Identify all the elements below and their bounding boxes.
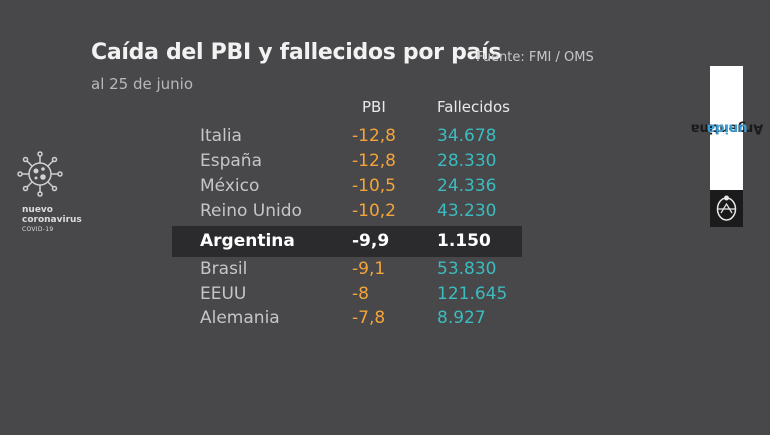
national-seal-icon	[716, 195, 737, 221]
deaths-value: 8.927	[437, 308, 486, 328]
table-row: Brasil -9,1 53.830	[0, 258, 770, 284]
deaths-value: 34.678	[437, 126, 497, 146]
highlight-bar	[172, 226, 522, 257]
source-note: Fuente: FMI / OMS	[476, 50, 594, 65]
country-name: Reino Unido	[200, 201, 302, 221]
table-row: España -12,8 28.330	[0, 150, 770, 176]
pbi-value: -9,1	[352, 259, 386, 279]
deaths-value: 1.150	[437, 231, 491, 251]
country-name: Alemania	[200, 308, 280, 328]
country-name: España	[200, 151, 262, 171]
pbi-value: -10,5	[352, 176, 396, 196]
date-subtitle: al 25 de junio	[91, 75, 194, 93]
table-row: EEUU -8 121.645	[0, 283, 770, 309]
country-name: Brasil	[200, 259, 248, 279]
deaths-value: 121.645	[437, 284, 508, 304]
deaths-value: 53.830	[437, 259, 497, 279]
table-row: Italia -12,8 34.678	[0, 125, 770, 151]
table-row: Reino Unido -10,2 43.230	[0, 200, 770, 226]
table-row-highlighted: Argentina -9,9 1.150	[0, 226, 770, 257]
brand-seal-area	[710, 190, 743, 227]
table-row: Alemania -7,8 8.927	[0, 307, 770, 333]
brand-word-unida: unida	[705, 120, 748, 136]
column-header-pbi: PBI	[362, 98, 386, 116]
column-header-fallecidos: Fallecidos	[437, 98, 510, 116]
table-row: México -10,5 24.336	[0, 175, 770, 201]
virus-label-line2: coronavirus	[22, 215, 82, 225]
pbi-value: -12,8	[352, 126, 396, 146]
virus-label-line3: COVID-19	[22, 226, 54, 233]
brand-logo: Argentina unida	[690, 66, 763, 190]
country-name: Argentina	[200, 231, 295, 251]
brand-badge: Argentina unida	[690, 66, 763, 227]
pbi-value: -7,8	[352, 308, 386, 328]
deaths-value: 24.336	[437, 176, 497, 196]
pbi-value: -10,2	[352, 201, 396, 221]
country-name: EEUU	[200, 284, 247, 304]
pbi-value: -8	[352, 284, 369, 304]
country-name: México	[200, 176, 260, 196]
deaths-value: 28.330	[437, 151, 497, 171]
country-name: Italia	[200, 126, 242, 146]
pbi-value: -12,8	[352, 151, 396, 171]
pbi-value: -9,9	[352, 231, 390, 251]
virus-label-line1: nuevo	[22, 205, 53, 215]
virus-icon	[17, 151, 63, 197]
chart-title: Caída del PBI y fallecidos por país	[91, 40, 502, 65]
deaths-value: 43.230	[437, 201, 497, 221]
